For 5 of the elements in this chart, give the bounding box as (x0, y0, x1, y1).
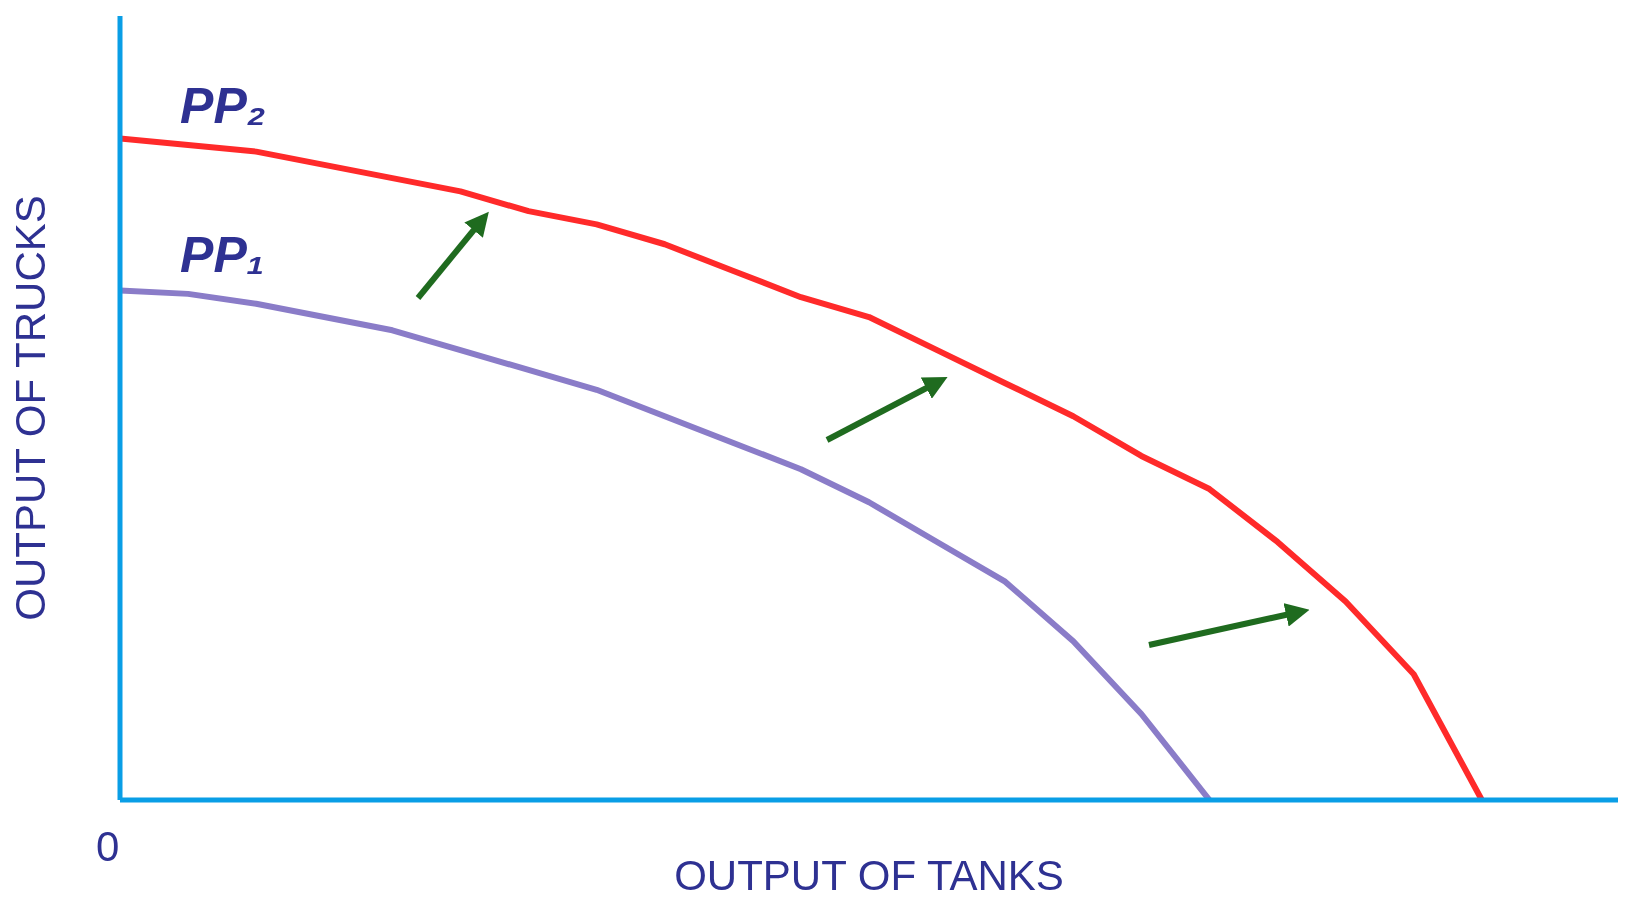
text: 0 (96, 823, 120, 870)
series-label: PP₁ (180, 226, 265, 283)
series-label: PP₂ (180, 78, 266, 135)
x-axis-title: OUTPUT OF TANKS (674, 852, 1064, 899)
y-axis-title: OUTPUT OF TRUCKS (6, 195, 54, 621)
